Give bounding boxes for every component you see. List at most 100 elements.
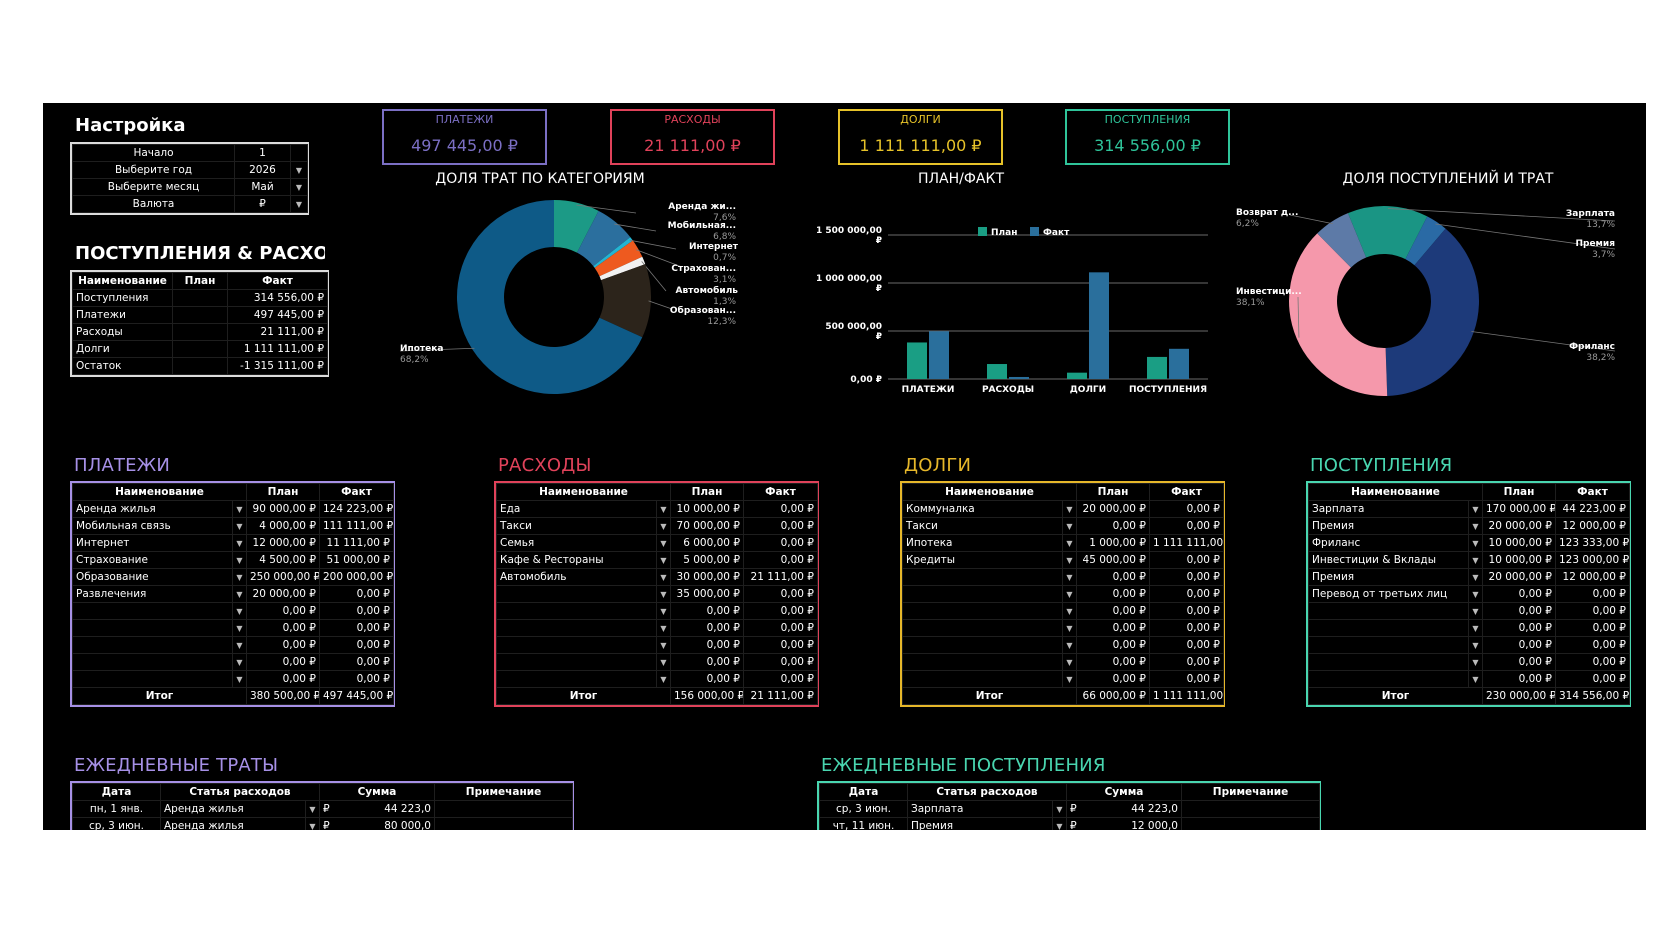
item-name-cell[interactable]: [496, 585, 657, 603]
plan-cell[interactable]: [172, 340, 228, 358]
fact-cell[interactable]: 21 111,00 ₽: [227, 323, 328, 341]
plan-cell[interactable]: 20 000,00 ₽: [1482, 568, 1556, 586]
fact-cell[interactable]: 0,00 ₽: [743, 602, 818, 620]
date-cell[interactable]: ср, 3 июн.: [819, 800, 908, 818]
dropdown-arrow-icon[interactable]: ▼: [1468, 636, 1483, 654]
plan-cell[interactable]: 90 000,00 ₽: [246, 500, 320, 518]
fact-cell[interactable]: 0,00 ₽: [319, 653, 394, 671]
dropdown-arrow-icon[interactable]: ▼: [656, 500, 671, 518]
fact-cell[interactable]: 0,00 ₽: [1149, 500, 1224, 518]
fact-cell[interactable]: 21 111,00 ₽: [743, 568, 818, 586]
fact-cell[interactable]: 0,00 ₽: [1555, 636, 1630, 654]
dropdown-arrow-icon[interactable]: ▼: [305, 800, 320, 818]
fact-cell[interactable]: 0,00 ₽: [319, 636, 394, 654]
dropdown-arrow-icon[interactable]: ▼: [1468, 500, 1483, 518]
plan-cell[interactable]: 0,00 ₽: [1482, 602, 1556, 620]
date-cell[interactable]: пн, 1 янв.: [72, 800, 161, 818]
plan-cell[interactable]: 5 000,00 ₽: [670, 551, 744, 569]
fact-cell[interactable]: 200 000,00 ₽: [319, 568, 394, 586]
note-cell[interactable]: [1181, 800, 1320, 818]
plan-cell[interactable]: 0,00 ₽: [670, 619, 744, 637]
fact-cell[interactable]: 0,00 ₽: [1149, 602, 1224, 620]
item-name-cell[interactable]: [902, 602, 1063, 620]
note-cell[interactable]: [434, 817, 573, 830]
dropdown-arrow-icon[interactable]: ▼: [232, 517, 247, 535]
fact-cell[interactable]: 497 445,00 ₽: [227, 306, 328, 324]
item-name-cell[interactable]: Такси: [496, 517, 657, 535]
dropdown-arrow-icon[interactable]: ▼: [656, 568, 671, 586]
fact-cell[interactable]: 0,00 ₽: [743, 619, 818, 637]
fact-cell[interactable]: 123 000,00 ₽: [1555, 551, 1630, 569]
dropdown-arrow-icon[interactable]: ▼: [290, 161, 308, 179]
plan-cell[interactable]: 0,00 ₽: [1076, 602, 1150, 620]
amount-cell[interactable]: ₽12 000,0: [1066, 817, 1182, 830]
category-cell[interactable]: Аренда жилья: [160, 817, 306, 830]
plan-cell[interactable]: [172, 306, 228, 324]
plan-cell[interactable]: 35 000,00 ₽: [670, 585, 744, 603]
item-name-cell[interactable]: [496, 619, 657, 637]
fact-cell[interactable]: 0,00 ₽: [1149, 636, 1224, 654]
fact-cell[interactable]: 0,00 ₽: [1555, 602, 1630, 620]
dropdown-arrow-icon[interactable]: ▼: [1468, 619, 1483, 637]
fact-cell[interactable]: 0,00 ₽: [1555, 670, 1630, 688]
plan-cell[interactable]: 20 000,00 ₽: [246, 585, 320, 603]
dropdown-arrow-icon[interactable]: ▼: [232, 568, 247, 586]
fact-cell[interactable]: -1 315 111,00 ₽: [227, 357, 328, 375]
item-name-cell[interactable]: [496, 636, 657, 654]
dropdown-arrow-icon[interactable]: ▼: [656, 619, 671, 637]
plan-cell[interactable]: 0,00 ₽: [246, 670, 320, 688]
dropdown-arrow-icon[interactable]: ▼: [232, 551, 247, 569]
fact-cell[interactable]: 0,00 ₽: [319, 585, 394, 603]
dropdown-arrow-icon[interactable]: ▼: [1062, 585, 1077, 603]
fact-cell[interactable]: 11 111,00 ₽: [319, 534, 394, 552]
plan-cell[interactable]: 10 000,00 ₽: [1482, 551, 1556, 569]
dropdown-arrow-icon[interactable]: ▼: [656, 585, 671, 603]
dropdown-arrow-icon[interactable]: ▼: [1062, 670, 1077, 688]
dropdown-arrow-icon[interactable]: ▼: [656, 551, 671, 569]
item-name-cell[interactable]: [902, 619, 1063, 637]
item-name-cell[interactable]: Аренда жилья: [72, 500, 233, 518]
item-name-cell[interactable]: [1308, 636, 1469, 654]
plan-cell[interactable]: 0,00 ₽: [1076, 670, 1150, 688]
item-name-cell[interactable]: [496, 602, 657, 620]
plan-cell[interactable]: 0,00 ₽: [1076, 517, 1150, 535]
item-name-cell[interactable]: Семья: [496, 534, 657, 552]
plan-cell[interactable]: 12 000,00 ₽: [246, 534, 320, 552]
fact-cell[interactable]: 1 111 111,00 ₽: [227, 340, 328, 358]
dropdown-arrow-icon[interactable]: ▼: [656, 636, 671, 654]
fact-cell[interactable]: 0,00 ₽: [319, 602, 394, 620]
plan-cell[interactable]: 0,00 ₽: [1482, 653, 1556, 671]
plan-cell[interactable]: 1 000,00 ₽: [1076, 534, 1150, 552]
dropdown-arrow-icon[interactable]: ▼: [656, 517, 671, 535]
fact-cell[interactable]: 0,00 ₽: [1555, 585, 1630, 603]
dropdown-arrow-icon[interactable]: ▼: [1468, 585, 1483, 603]
fact-cell[interactable]: 0,00 ₽: [319, 619, 394, 637]
item-name-cell[interactable]: Образование: [72, 568, 233, 586]
item-name-cell[interactable]: Инвестиции & Вклады: [1308, 551, 1469, 569]
item-name-cell[interactable]: Развлечения: [72, 585, 233, 603]
fact-cell[interactable]: 0,00 ₽: [1149, 568, 1224, 586]
fact-cell[interactable]: 0,00 ₽: [743, 551, 818, 569]
plan-cell[interactable]: 250 000,00 ₽: [246, 568, 320, 586]
plan-cell[interactable]: 0,00 ₽: [246, 602, 320, 620]
item-name-cell[interactable]: Ипотека: [902, 534, 1063, 552]
plan-cell[interactable]: 30 000,00 ₽: [670, 568, 744, 586]
fact-cell[interactable]: 0,00 ₽: [743, 585, 818, 603]
item-name-cell[interactable]: Перевод от третьих лиц: [1308, 585, 1469, 603]
dropdown-arrow-icon[interactable]: ▼: [232, 653, 247, 671]
dropdown-arrow-icon[interactable]: ▼: [232, 500, 247, 518]
item-name-cell[interactable]: Фриланс: [1308, 534, 1469, 552]
dropdown-arrow-icon[interactable]: ▼: [1062, 653, 1077, 671]
plan-cell[interactable]: 4 500,00 ₽: [246, 551, 320, 569]
dropdown-arrow-icon[interactable]: ▼: [1052, 817, 1067, 830]
amount-cell[interactable]: ₽44 223,0: [1066, 800, 1182, 818]
plan-cell[interactable]: 0,00 ₽: [1076, 585, 1150, 603]
plan-cell[interactable]: 4 000,00 ₽: [246, 517, 320, 535]
item-name-cell[interactable]: Автомобиль: [496, 568, 657, 586]
category-cell[interactable]: Премия: [907, 817, 1053, 830]
plan-cell[interactable]: [172, 323, 228, 341]
item-name-cell[interactable]: Премия: [1308, 517, 1469, 535]
dropdown-arrow-icon[interactable]: ▼: [232, 534, 247, 552]
settings-value[interactable]: 1: [234, 144, 291, 162]
dropdown-arrow-icon[interactable]: ▼: [656, 534, 671, 552]
